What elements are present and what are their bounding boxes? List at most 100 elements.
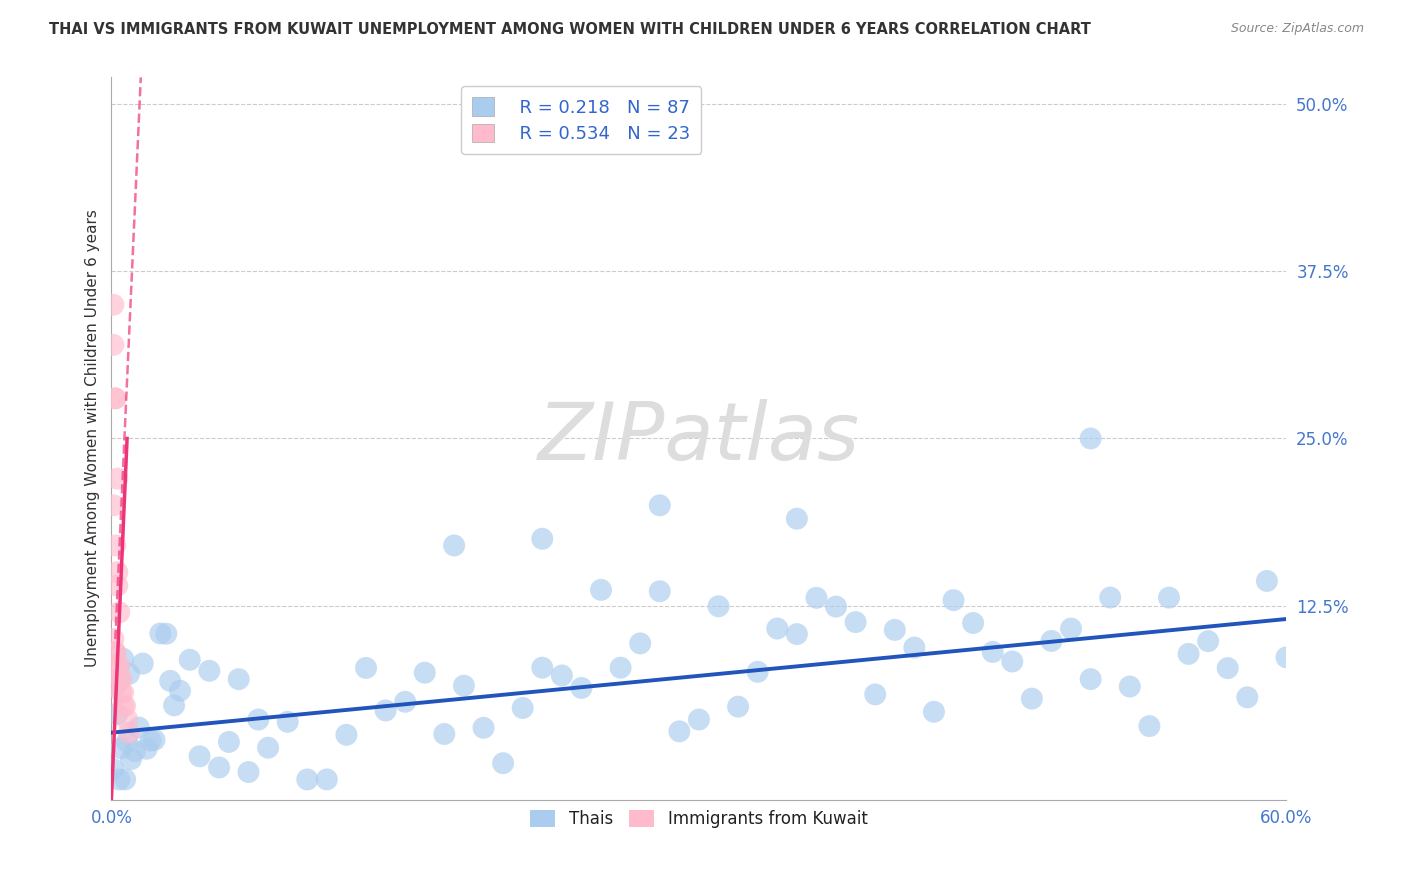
- Point: [433, 727, 456, 741]
- Text: Source: ZipAtlas.com: Source: ZipAtlas.com: [1230, 22, 1364, 36]
- Point: [105, 578, 128, 592]
- Text: ZIPatlas: ZIPatlas: [538, 400, 860, 477]
- Point: [707, 599, 730, 614]
- Point: [863, 687, 886, 701]
- Point: [766, 622, 789, 636]
- Point: [1256, 574, 1278, 588]
- Point: [786, 512, 808, 526]
- Point: [297, 772, 319, 787]
- Point: [747, 665, 769, 679]
- Point: [648, 584, 671, 599]
- Point: [1137, 719, 1160, 733]
- Point: [1001, 655, 1024, 669]
- Point: [1157, 591, 1180, 605]
- Point: [110, 685, 132, 699]
- Point: [277, 714, 299, 729]
- Point: [110, 672, 132, 686]
- Point: [108, 658, 131, 673]
- Point: [104, 538, 127, 552]
- Point: [354, 661, 377, 675]
- Point: [981, 645, 1004, 659]
- Point: [104, 679, 127, 693]
- Point: [208, 760, 231, 774]
- Point: [727, 699, 749, 714]
- Point: [571, 681, 593, 695]
- Point: [139, 733, 162, 747]
- Point: [128, 721, 150, 735]
- Point: [115, 712, 138, 726]
- Point: [374, 704, 396, 718]
- Point: [453, 679, 475, 693]
- Point: [238, 765, 260, 780]
- Point: [628, 636, 651, 650]
- Point: [247, 713, 270, 727]
- Point: [103, 338, 125, 352]
- Point: [179, 653, 201, 667]
- Point: [1040, 634, 1063, 648]
- Point: [1236, 690, 1258, 705]
- Point: [105, 565, 128, 579]
- Point: [218, 735, 240, 749]
- Point: [108, 605, 131, 619]
- Point: [492, 756, 515, 771]
- Point: [135, 741, 157, 756]
- Point: [105, 472, 128, 486]
- Point: [159, 673, 181, 688]
- Point: [512, 701, 534, 715]
- Point: [103, 763, 125, 777]
- Point: [922, 705, 945, 719]
- Point: [120, 752, 142, 766]
- Point: [104, 392, 127, 406]
- Point: [1119, 680, 1142, 694]
- Point: [114, 772, 136, 787]
- Point: [112, 685, 135, 699]
- Point: [1080, 432, 1102, 446]
- Point: [903, 640, 925, 655]
- Point: [335, 728, 357, 742]
- Point: [198, 664, 221, 678]
- Point: [443, 538, 465, 552]
- Point: [163, 698, 186, 713]
- Point: [103, 499, 125, 513]
- Point: [115, 735, 138, 749]
- Point: [609, 661, 631, 675]
- Point: [114, 698, 136, 713]
- Point: [1099, 591, 1122, 605]
- Y-axis label: Unemployment Among Women with Children Under 6 years: Unemployment Among Women with Children U…: [86, 210, 100, 667]
- Point: [143, 732, 166, 747]
- Point: [132, 657, 155, 671]
- Point: [1021, 691, 1043, 706]
- Point: [104, 392, 127, 406]
- Point: [169, 683, 191, 698]
- Point: [315, 772, 337, 787]
- Point: [228, 672, 250, 686]
- Point: [149, 626, 172, 640]
- Point: [105, 658, 128, 673]
- Point: [962, 615, 984, 630]
- Point: [551, 668, 574, 682]
- Point: [1080, 672, 1102, 686]
- Point: [112, 652, 135, 666]
- Point: [825, 599, 848, 614]
- Point: [124, 744, 146, 758]
- Point: [472, 721, 495, 735]
- Point: [688, 713, 710, 727]
- Point: [942, 593, 965, 607]
- Point: [589, 582, 612, 597]
- Point: [104, 645, 127, 659]
- Text: THAI VS IMMIGRANTS FROM KUWAIT UNEMPLOYMENT AMONG WOMEN WITH CHILDREN UNDER 6 YE: THAI VS IMMIGRANTS FROM KUWAIT UNEMPLOYM…: [49, 22, 1091, 37]
- Point: [786, 627, 808, 641]
- Point: [188, 749, 211, 764]
- Point: [108, 672, 131, 686]
- Point: [648, 499, 671, 513]
- Point: [883, 623, 905, 637]
- Point: [105, 707, 128, 722]
- Point: [257, 740, 280, 755]
- Point: [108, 772, 131, 787]
- Point: [104, 645, 127, 659]
- Point: [668, 724, 690, 739]
- Point: [1197, 634, 1219, 648]
- Point: [103, 632, 125, 646]
- Point: [118, 666, 141, 681]
- Point: [112, 698, 135, 713]
